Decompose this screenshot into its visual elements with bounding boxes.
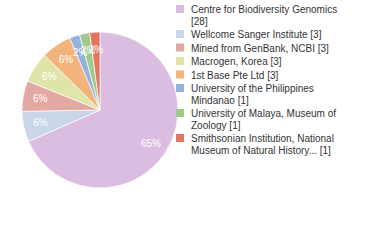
legend-swatch: [176, 5, 184, 13]
legend-line: Smithsonian Institution, National: [191, 133, 334, 144]
legend-line: [28]: [191, 16, 208, 27]
legend-line: Centre for Biodiversity Genomics: [191, 4, 337, 15]
legend-label: Smithsonian Institution, NationalMuseum …: [191, 133, 334, 156]
data-labels: 65%6%6%6%6%2%2%2%: [33, 44, 161, 149]
legend-swatch: [176, 109, 184, 117]
legend-label: University of the PhilippinesMindanao [1…: [191, 83, 314, 106]
data-label: 6%: [42, 71, 57, 82]
legend-line: Mindanao [1]: [191, 95, 249, 106]
data-label: 65%: [141, 138, 161, 149]
legend-label: University of Malaya, Museum ofZoology […: [191, 108, 336, 131]
legend-line: Wellcome Sanger Institute [3]: [191, 29, 322, 40]
legend-line: University of the Philippines: [191, 83, 314, 94]
legend-line: 1st Base Pte Ltd [3]: [191, 70, 278, 81]
legend-line: Zoology [1]: [191, 120, 241, 131]
legend-line: Mined from GenBank, NCBI [3]: [191, 43, 329, 54]
legend-swatch: [176, 57, 184, 65]
data-label: 6%: [33, 117, 48, 128]
data-label: 2%: [89, 44, 104, 55]
legend: Centre for Biodiversity Genomics[28] Well…: [176, 4, 337, 156]
pie-slice: [22, 110, 100, 141]
legend-label: Macrogen, Korea [3]: [191, 56, 282, 67]
legend-line: University of Malaya, Museum of: [191, 108, 336, 119]
legend-swatch: [176, 84, 184, 92]
data-label: 6%: [59, 54, 74, 65]
data-label: 6%: [33, 93, 48, 104]
legend-swatch: [176, 44, 184, 52]
legend-line: Macrogen, Korea [3]: [191, 56, 282, 67]
legend-label: 1st Base Pte Ltd [3]: [191, 70, 278, 81]
legend-label: Centre for Biodiversity Genomics[28]: [191, 4, 337, 27]
legend-swatch: [176, 30, 184, 38]
pie: [22, 32, 178, 188]
legend-swatch: [176, 71, 184, 79]
legend-label: Mined from GenBank, NCBI [3]: [191, 43, 329, 54]
legend-label: Wellcome Sanger Institute [3]: [191, 29, 322, 40]
legend-swatch: [176, 134, 184, 142]
legend-line: Museum of Natural History... [1]: [191, 145, 331, 156]
